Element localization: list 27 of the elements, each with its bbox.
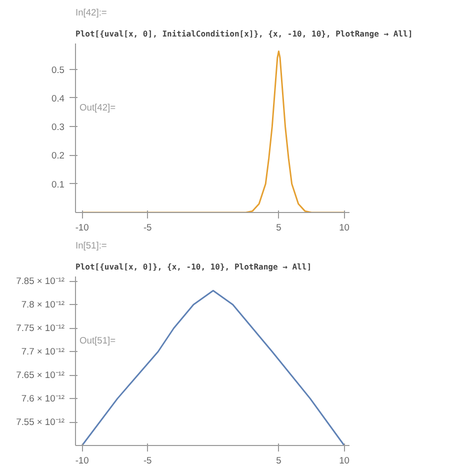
- x-tick-label: 5: [276, 456, 282, 466]
- annotation: Out[42]=: [80, 102, 116, 112]
- y-tick-label: 0.3: [52, 122, 64, 132]
- line-series: [81, 290, 346, 446]
- x-tick-label: -5: [143, 456, 152, 466]
- text: In[51]:=: [76, 240, 107, 250]
- x-tick-label: 5: [276, 222, 282, 232]
- y-tick-label: 0.1: [52, 179, 64, 190]
- x-tick-label: 10: [339, 222, 350, 232]
- y-tick-label: 7.6 × 10⁻¹²: [21, 394, 64, 404]
- y-tick-label: 0.4: [52, 93, 64, 104]
- x-tick-label: -10: [75, 456, 89, 466]
- y-tick-label: 7.85 × 10⁻¹²: [16, 276, 64, 286]
- text: In[42]:=: [76, 8, 107, 18]
- x-tick-label: -10: [75, 222, 89, 232]
- y-tick-label: 7.8 × 10⁻¹²: [21, 300, 64, 310]
- chart-title: Plot[{uval[x, 0], InitialCondition[x]}, {x, -10, 10}, PlotRange → All]: [76, 30, 413, 38]
- chart-title: Plot[{uval[x, 0]}, {x, -10, 10}, PlotRange → All]: [76, 262, 312, 272]
- annotation: Out[51]=: [80, 336, 116, 346]
- y-tick-label: 7.75 × 10⁻¹²: [16, 323, 64, 334]
- y-tick-label: 7.55 × 10⁻¹²: [16, 417, 64, 428]
- x-tick-label: -5: [143, 222, 152, 232]
- x-tick-label: 10: [339, 456, 350, 466]
- y-tick-label: 0.2: [52, 150, 64, 161]
- y-tick-label: 7.7 × 10⁻¹²: [21, 346, 64, 357]
- y-tick-label: 0.5: [52, 64, 64, 75]
- y-tick-label: 7.65 × 10⁻¹²: [16, 370, 64, 380]
